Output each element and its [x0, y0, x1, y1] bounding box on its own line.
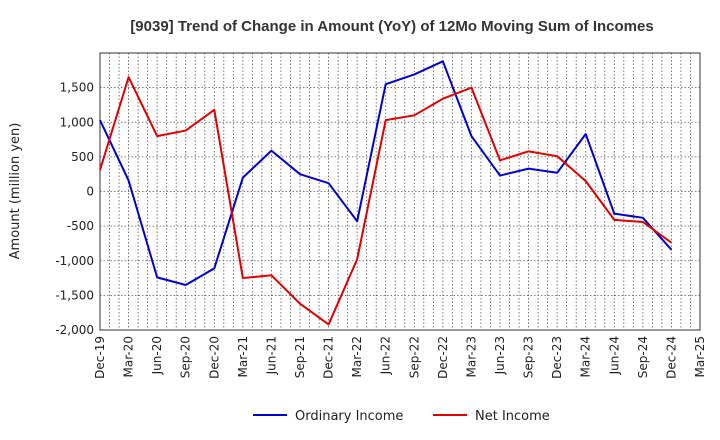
- x-tick-label: Mar-22: [350, 336, 364, 377]
- series-layer: [99, 60, 673, 326]
- x-tick-label: Jun-20: [150, 336, 164, 375]
- x-tick-label: Dec-19: [93, 336, 107, 379]
- y-tick-label: 1,500: [60, 81, 94, 95]
- x-tick-label: Mar-25: [693, 336, 707, 377]
- x-tick-label: Jun-22: [379, 336, 393, 375]
- y-axis-title: Amount (million yen): [8, 123, 23, 260]
- x-tick-label: Jun-24: [607, 336, 621, 375]
- y-tick-label: -1,000: [55, 254, 94, 268]
- chart-title: [9039] Trend of Change in Amount (YoY) o…: [130, 18, 653, 35]
- x-tick-label: Dec-21: [322, 336, 336, 379]
- x-tick-label: Sep-22: [407, 336, 421, 378]
- x-tick-label: Mar-23: [464, 336, 478, 377]
- legend-label: Ordinary Income: [295, 409, 403, 424]
- grid: [100, 53, 700, 331]
- x-tick-label: Sep-21: [293, 336, 307, 378]
- y-tick-label: -500: [67, 219, 94, 233]
- y-tick-label: 0: [86, 185, 94, 199]
- x-tick-label: Jun-21: [264, 336, 278, 375]
- x-tick-label: Mar-20: [122, 336, 136, 377]
- plot-area: [99, 52, 701, 331]
- x-tick-label: Mar-21: [236, 336, 250, 377]
- legend: Ordinary Income Net Income: [253, 409, 550, 424]
- x-tick-label: Dec-20: [207, 336, 221, 379]
- x-axis: Dec-19 Mar-20 Jun-20 Sep-20 Dec-20 Mar-21 Jun-…: [93, 336, 707, 379]
- x-tick-label: Sep-23: [522, 336, 536, 378]
- x-tick-label: Sep-24: [636, 336, 650, 378]
- y-tick-label: 500: [71, 150, 94, 164]
- x-tick-label: Sep-20: [179, 336, 193, 378]
- x-tick-label: Dec-23: [550, 336, 564, 379]
- y-tick-label: -2,000: [55, 323, 94, 337]
- x-tick-label: Mar-24: [579, 336, 593, 377]
- series-line-0: [99, 60, 673, 286]
- series-line-1: [99, 76, 673, 326]
- y-tick-label: -1,500: [55, 288, 94, 302]
- x-tick-label: Dec-24: [664, 336, 678, 379]
- x-tick-label: Dec-22: [436, 336, 450, 379]
- legend-label: Net Income: [475, 409, 550, 424]
- x-tick-label: Jun-23: [493, 336, 507, 375]
- y-tick-label: 1,000: [60, 115, 94, 129]
- y-axis: -2,000 -1,500 -1,000 -500 0 500 1,000 1,500: [55, 81, 94, 337]
